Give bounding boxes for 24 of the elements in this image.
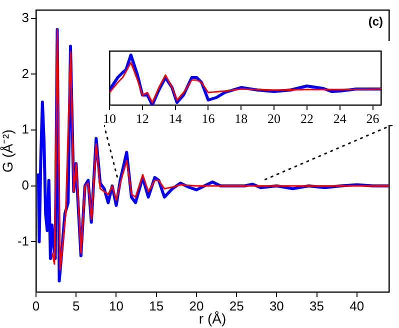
x-tick-label: 22 [300,111,314,126]
x-tick-label: 20 [268,111,281,126]
x-tick-label: 18 [234,111,248,126]
x-tick-label: 0 [32,298,40,314]
x-tick-label: 26 [366,111,380,126]
x-tick-label: 16 [202,111,216,126]
x-tick-label: 24 [333,111,347,126]
y-tick-label: 2 [22,66,29,81]
x-tick-label: 30 [269,298,284,314]
y-tick-label: 3 [22,10,29,25]
y-tick-label: 1 [22,122,29,137]
x-tick-label: 10 [103,111,116,126]
x-tick-label: 15 [149,298,164,314]
x-tick-label: 12 [136,111,149,126]
x-tick-label: 10 [108,298,124,314]
x-tick-label: 40 [350,298,364,314]
x-tick-label: 14 [168,111,182,126]
annotation: (c) [368,14,383,28]
x-tick-label: 35 [310,298,324,314]
y-tick-label: -1 [17,233,29,248]
x-tick-label: 5 [72,298,80,314]
y-axis-title: G (Å⁻²) [0,129,16,173]
x-tick-label: 25 [229,298,244,314]
y-tick-label: 0 [22,177,29,192]
